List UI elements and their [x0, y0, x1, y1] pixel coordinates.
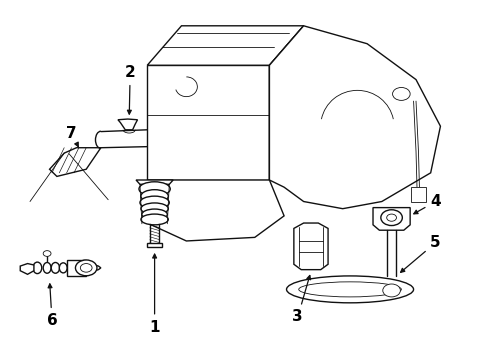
Circle shape [43, 251, 51, 256]
Polygon shape [136, 180, 173, 184]
Circle shape [75, 260, 97, 276]
Ellipse shape [299, 282, 401, 297]
Text: 3: 3 [293, 275, 311, 324]
Ellipse shape [141, 214, 168, 225]
Polygon shape [118, 119, 138, 130]
Ellipse shape [43, 262, 51, 273]
Polygon shape [86, 262, 101, 273]
Ellipse shape [139, 182, 170, 196]
Polygon shape [373, 208, 410, 230]
Polygon shape [411, 187, 426, 202]
Polygon shape [270, 26, 441, 209]
Text: 7: 7 [66, 126, 78, 147]
Text: 6: 6 [47, 284, 57, 328]
Circle shape [387, 214, 396, 221]
Ellipse shape [287, 276, 414, 303]
Text: 4: 4 [414, 194, 441, 214]
Ellipse shape [141, 190, 168, 203]
Circle shape [80, 264, 92, 272]
Circle shape [381, 210, 402, 226]
Polygon shape [67, 260, 86, 276]
Polygon shape [294, 223, 328, 270]
Polygon shape [147, 180, 284, 241]
Circle shape [383, 284, 400, 297]
Ellipse shape [142, 209, 167, 220]
Ellipse shape [51, 262, 60, 273]
Ellipse shape [59, 263, 67, 273]
Text: 2: 2 [125, 65, 136, 114]
Text: 5: 5 [401, 235, 441, 272]
Polygon shape [270, 26, 304, 180]
Polygon shape [147, 26, 304, 65]
Text: 1: 1 [149, 254, 160, 334]
Polygon shape [147, 65, 270, 180]
Ellipse shape [140, 196, 169, 209]
Ellipse shape [33, 262, 42, 274]
Ellipse shape [141, 203, 168, 215]
Polygon shape [49, 148, 101, 176]
Polygon shape [147, 243, 162, 247]
Circle shape [392, 87, 410, 100]
Polygon shape [20, 264, 34, 274]
